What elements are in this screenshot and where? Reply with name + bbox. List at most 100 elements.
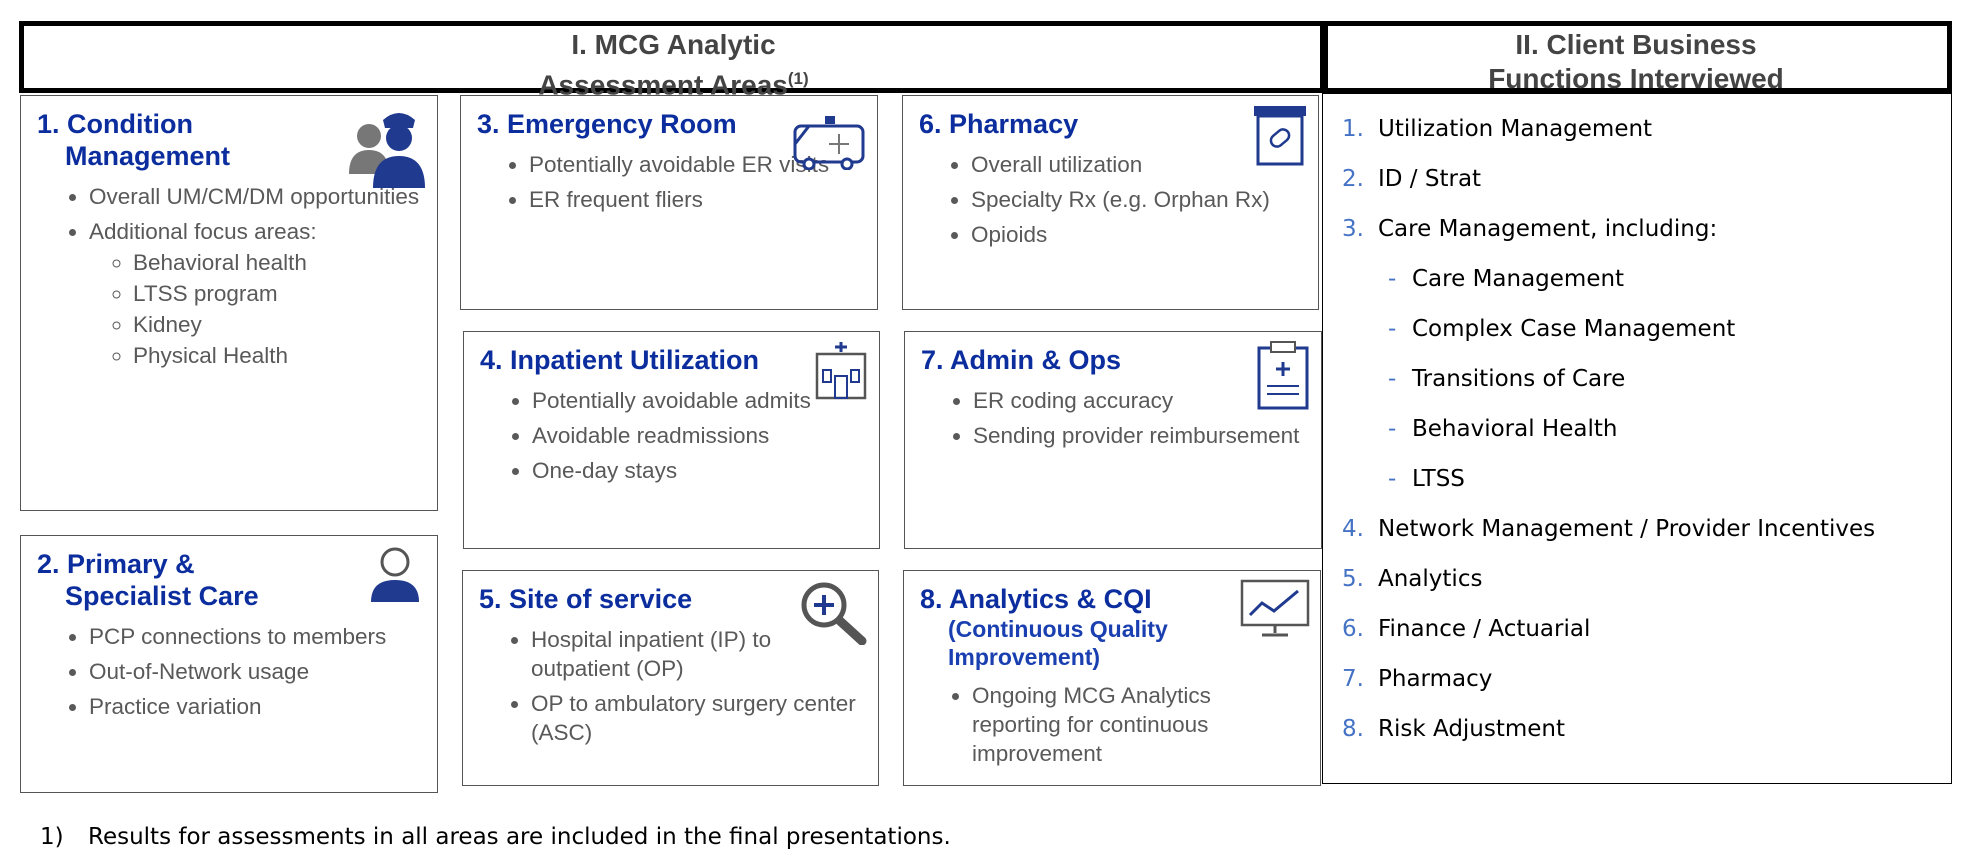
right-header-line: II. Client Business — [1515, 29, 1757, 60]
left-header-line: I. MCG Analytic — [571, 29, 776, 60]
bullet-text: Potentially avoidable ER visits — [529, 152, 830, 177]
bullet: Opioids — [971, 220, 1302, 249]
function-text: Network Management / Provider Incentives — [1378, 516, 1876, 542]
bullet: ER frequent fliers — [529, 185, 861, 214]
assessment-box: 7. Admin & Ops ER coding accuracy Sending … — [904, 331, 1322, 549]
title-line: Specialist Care — [65, 581, 259, 611]
bullet-text: Additional focus areas: — [89, 219, 317, 244]
function-item: 1. Utilization Management — [1342, 104, 1951, 154]
bullet: Sending provider reimbursement — [973, 421, 1305, 450]
bullet-list: Ongoing MCG Analytics reporting for cont… — [920, 681, 1304, 768]
box-title: 2. Primary & Specialist Care — [37, 548, 421, 612]
function-text: Pharmacy — [1378, 666, 1493, 692]
bullet: Ongoing MCG Analytics reporting for cont… — [972, 681, 1304, 768]
subtitle-line: (Continuous Quality — [948, 616, 1168, 642]
icon — [791, 104, 867, 175]
function-text: Utilization Management — [1378, 116, 1653, 142]
icon — [367, 544, 427, 609]
bullet-text: Ongoing MCG Analytics reporting for cont… — [972, 683, 1211, 766]
bullet-text: Potentially avoidable admits — [532, 388, 811, 413]
title-line: 1. Condition — [37, 109, 193, 139]
function-item: 5. Analytics — [1342, 554, 1951, 604]
function-text: Finance / Actuarial — [1378, 616, 1591, 642]
bullet-text: Overall utilization — [971, 152, 1143, 177]
function-text: ID / Strat — [1378, 166, 1482, 192]
bullet-list: Overall utilization Specialty Rx (e.g. Or… — [919, 150, 1302, 249]
bullet-text: Practice variation — [89, 694, 262, 719]
bullet-text: One-day stays — [532, 458, 678, 483]
function-item: 4. Network Management / Provider Incentiv… — [1342, 504, 1951, 554]
bullet: OP to ambulatory surgery center (ASC) — [531, 689, 862, 747]
title-line: 4. Inpatient Utilization — [480, 345, 760, 375]
bullet: Out-of-Network usage — [89, 657, 421, 686]
box-title: 8. Analytics & CQI — [920, 583, 1304, 615]
sub-bullet: Behavioral health — [133, 248, 421, 277]
function-item: 7. Pharmacy — [1342, 654, 1951, 704]
function-subitem: Complex Case Management — [1342, 304, 1951, 354]
functions-panel: 1. Utilization Management 2. ID / Strat 3. Ca… — [1322, 93, 1952, 784]
box-title: 7. Admin & Ops — [921, 344, 1305, 376]
footnote-ref: (1) — [787, 69, 809, 88]
function-number: 6. — [1342, 616, 1364, 642]
box-title: 6. Pharmacy — [919, 108, 1302, 140]
assessment-box: 4. Inpatient Utilization Potentially avoi… — [463, 331, 880, 549]
bullet: Additional focus areas: Behavioral health… — [89, 217, 421, 370]
right-header-line: Functions Interviewed — [1488, 63, 1784, 94]
function-subitem: LTSS — [1342, 454, 1951, 504]
bullet: Potentially avoidable admits — [532, 386, 863, 415]
assessment-box: 2. Primary &Specialist Care PCP connectio… — [20, 535, 438, 793]
title-line: 7. Admin & Ops — [921, 345, 1122, 375]
title-line: 8. Analytics & CQI — [920, 584, 1152, 614]
bullet-list: PCP connections to members Out-of-Network… — [37, 622, 421, 721]
right-header: II. Client Business Functions Interviewe… — [1320, 21, 1952, 94]
bullet-text: Specialty Rx (e.g. Orphan Rx) — [971, 187, 1270, 212]
bullet-text: Out-of-Network usage — [89, 659, 310, 684]
bullet: ER coding accuracy — [973, 386, 1305, 415]
function-number: 5. — [1342, 566, 1364, 592]
subtitle-line: Improvement) — [948, 644, 1101, 670]
function-item: 3. Care Management, including: — [1342, 204, 1951, 254]
bullet-list: Overall UM/CM/DM opportunities Additional… — [37, 182, 421, 370]
function-item: 8. Risk Adjustment — [1342, 704, 1951, 754]
bullet: Potentially avoidable ER visits — [529, 150, 861, 179]
icon — [1240, 579, 1310, 644]
bullet-text: PCP connections to members — [89, 624, 387, 649]
box-title: 5. Site of service — [479, 583, 862, 615]
left-header: I. MCG Analytic Assessment Areas(1) — [19, 21, 1328, 100]
function-subitem: Transitions of Care — [1342, 354, 1951, 404]
bullet-text: ER frequent fliers — [529, 187, 703, 212]
assessment-box: 8. Analytics & CQI (Continuous Quality Imp… — [903, 570, 1321, 786]
bullet-text: Avoidable readmissions — [532, 423, 770, 448]
function-text: Analytics — [1378, 566, 1483, 592]
title-line: 5. Site of service — [479, 584, 693, 614]
function-number: 7. — [1342, 666, 1364, 692]
function-subitem: Care Management — [1342, 254, 1951, 304]
bullet: Hospital inpatient (IP) to outpatient (O… — [531, 625, 862, 683]
bullet: Overall utilization — [971, 150, 1302, 179]
function-text: Risk Adjustment — [1378, 716, 1566, 742]
icon — [347, 104, 427, 193]
footnote-text: Results for assessments in all areas are… — [88, 824, 951, 850]
function-text: Care Management, including: — [1378, 216, 1718, 242]
sub-bullet: Physical Health — [133, 341, 421, 370]
bullet-list: Hospital inpatient (IP) to outpatient (O… — [479, 625, 862, 747]
bullet: One-day stays — [532, 456, 863, 485]
assessment-box: 5. Site of service Hospital inpatient (IP… — [462, 570, 879, 786]
footnote-number: 1) — [40, 824, 64, 850]
bullet-text: OP to ambulatory surgery center (ASC) — [531, 691, 856, 745]
icon — [813, 340, 869, 405]
bullet-text: Opioids — [971, 222, 1048, 247]
bullet-text: ER coding accuracy — [973, 388, 1174, 413]
function-item: 6. Finance / Actuarial — [1342, 604, 1951, 654]
bullet-list: Potentially avoidable admits Avoidable re… — [480, 386, 863, 485]
sub-list: Behavioral healthLTSS programKidneyPhysi… — [89, 248, 421, 370]
function-number: 8. — [1342, 716, 1364, 742]
function-item: 2. ID / Strat — [1342, 154, 1951, 204]
function-number: 4. — [1342, 516, 1364, 542]
bullet-text: Hospital inpatient (IP) to outpatient (O… — [531, 627, 772, 681]
bullet-list: ER coding accuracy Sending provider reimb… — [921, 386, 1305, 450]
bullet: PCP connections to members — [89, 622, 421, 651]
sub-bullet: Kidney — [133, 310, 421, 339]
